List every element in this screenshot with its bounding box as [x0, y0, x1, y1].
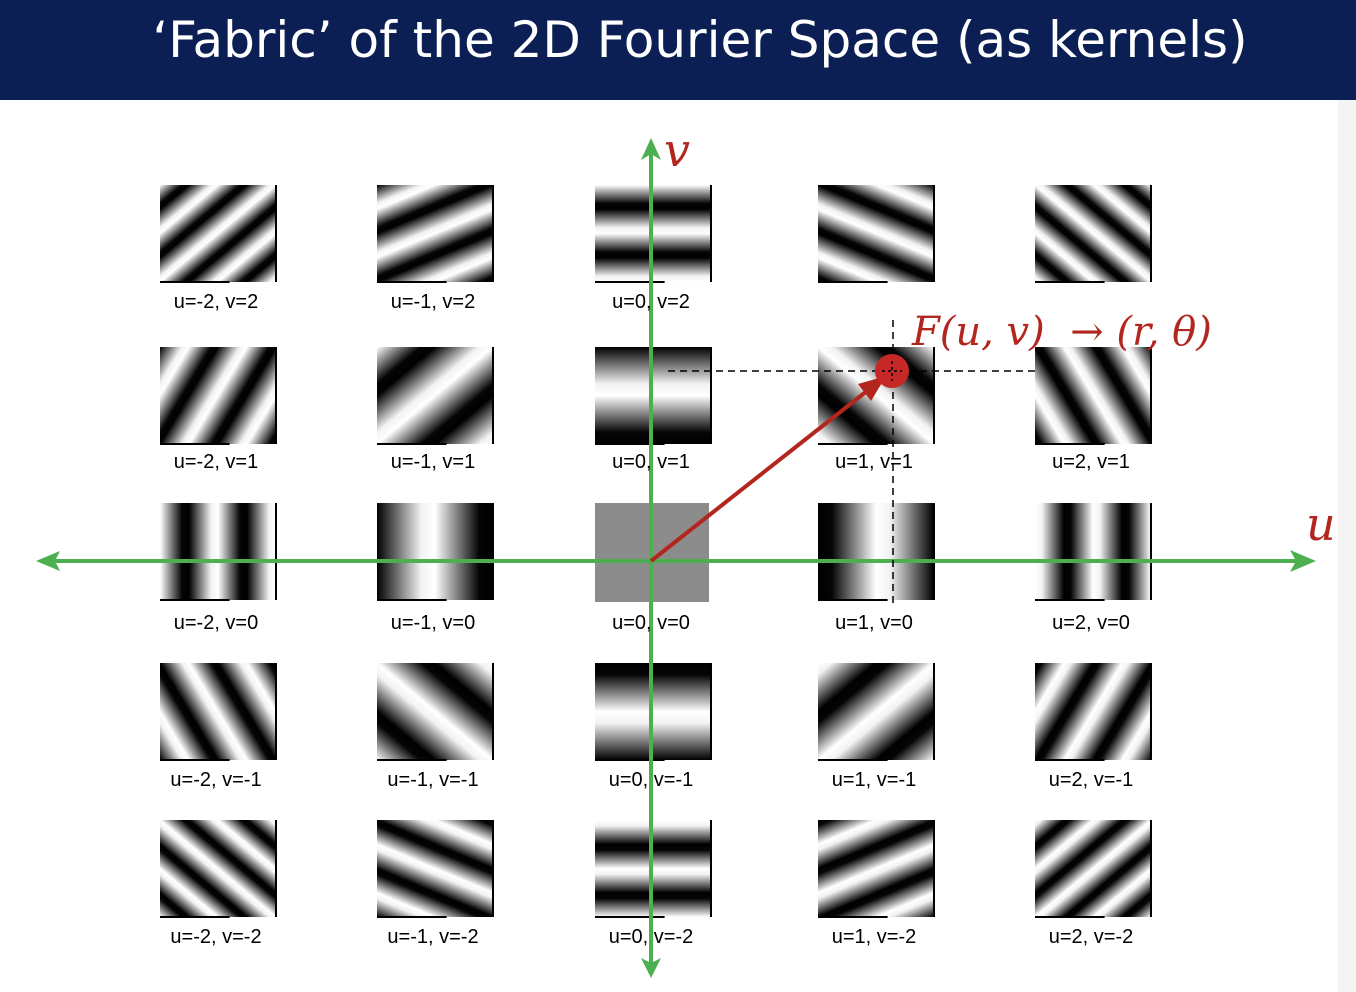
polar-vector [649, 385, 874, 563]
kernel-tile [160, 820, 277, 918]
polar-vector-arrowhead [858, 376, 886, 401]
kernel-tile [818, 820, 935, 918]
u-axis-arrowhead-right [1290, 550, 1316, 572]
kernel-label: u=1, v=-1 [832, 769, 917, 791]
kernel-label: u=1, v=0 [835, 612, 913, 634]
slide-edge [1338, 100, 1356, 992]
kernel-label: u=0, v=1 [612, 451, 690, 473]
kernel-label: u=-1, v=2 [391, 291, 476, 313]
kernel-label: u=0, v=2 [612, 291, 690, 313]
kernel-label: u=-2, v=-1 [170, 769, 261, 791]
kernel-tile [818, 503, 935, 601]
kernel-tile [377, 663, 494, 761]
u-axis-label: u [1306, 497, 1336, 551]
kernel-grid [160, 185, 1152, 918]
kernel-label: u=-2, v=2 [174, 291, 259, 313]
kernel-tile [1035, 663, 1152, 761]
kernel-tile [1035, 185, 1152, 283]
u-axis-arrowhead-left [36, 551, 60, 571]
kernel-label: u=0, v=0 [612, 612, 690, 634]
kernel-label: u=-1, v=-2 [387, 926, 478, 948]
polar-formula: F(u, v) → (r, θ) [911, 309, 1212, 355]
kernel-tile [160, 185, 277, 283]
title-bar: ‘Fabric’ of the 2D Fourier Space (as ker… [0, 0, 1356, 100]
kernel-label: u=2, v=-2 [1049, 926, 1134, 948]
kernel-label: u=2, v=1 [1052, 451, 1130, 473]
kernel-labels: u=-2, v=2 u=-1, v=2 u=0, v=2 u=-2, v=1 u=-1,… [170, 291, 1133, 948]
kernel-tile [160, 347, 277, 445]
kernel-label: u=-1, v=0 [391, 612, 476, 634]
kernel-tile [1035, 503, 1152, 601]
kernel-tile [1035, 820, 1152, 918]
kernel-tile [377, 503, 494, 601]
kernel-label: u=0, v=-2 [609, 926, 694, 948]
v-axis-label: v [664, 123, 690, 177]
kernel-tile [818, 663, 935, 761]
kernel-label: u=-1, v=-1 [387, 769, 478, 791]
kernel-tile [818, 185, 935, 283]
kernel-label: u=0, v=-1 [609, 769, 694, 791]
kernel-label: u=2, v=0 [1052, 612, 1130, 634]
kernel-label: u=-2, v=0 [174, 612, 259, 634]
kernel-label: u=1, v=-2 [832, 926, 917, 948]
kernel-tile [818, 347, 935, 445]
kernel-label: u=2, v=-1 [1049, 769, 1134, 791]
kernel-label: u=-1, v=1 [391, 451, 476, 473]
kernel-label: u=1, v=1 [835, 451, 913, 473]
v-axis-arrowhead-top [641, 138, 661, 160]
frequency-point [875, 354, 909, 388]
kernel-tile [160, 663, 277, 761]
v-axis-arrowhead-bottom [641, 958, 661, 978]
kernel-tile [160, 503, 277, 601]
polar-annotation: F(u, v) → (r, θ) [649, 309, 1212, 608]
kernel-label: u=-2, v=-2 [170, 926, 261, 948]
kernel-tile [1035, 347, 1152, 445]
slide-title: ‘Fabric’ of the 2D Fourier Space (as ker… [152, 11, 1248, 69]
kernel-tile [377, 185, 494, 283]
kernel-label: u=-2, v=1 [174, 451, 259, 473]
kernel-tile [377, 820, 494, 918]
kernel-tile [377, 347, 494, 445]
axes: v u [36, 123, 1336, 978]
